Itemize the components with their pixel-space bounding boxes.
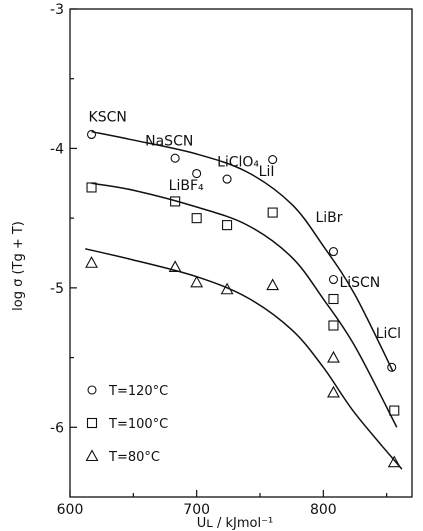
- circle-marker: [328, 247, 339, 257]
- y-axis-label: log σ (Tg + T): [11, 221, 26, 311]
- point-annotation: LiBF₄: [169, 178, 204, 194]
- square-marker: [86, 182, 97, 193]
- point-annotation: LiClO₄: [217, 154, 259, 170]
- triangle-marker: [85, 449, 99, 462]
- trend-curves: [85, 130, 403, 470]
- data-markers: [85, 129, 401, 468]
- triangle-marker: [190, 275, 204, 288]
- circle-marker: [86, 129, 97, 140]
- triangle-marker: [168, 260, 182, 272]
- point-annotation: LiBr: [315, 210, 342, 226]
- x-tick-label: 800: [310, 502, 337, 518]
- y-tick-label: -3: [50, 2, 64, 18]
- series-curve: [91, 182, 398, 428]
- triangle-marker: [327, 350, 340, 363]
- triangle-marker: [387, 455, 401, 468]
- axes: 600 700 800 -3 -4 -5 -6: [50, 2, 413, 518]
- y-tick-label: -4: [50, 141, 64, 157]
- circle-marker: [268, 155, 278, 165]
- legend-label: T=80°C: [108, 450, 160, 465]
- series-curve: [91, 130, 394, 372]
- circle-marker: [192, 168, 202, 179]
- series-curve: [85, 248, 403, 470]
- x-tick-label: 700: [183, 502, 210, 518]
- square-marker: [170, 196, 181, 207]
- triangle-marker: [327, 385, 340, 398]
- circle-marker: [328, 274, 339, 285]
- circle-marker: [87, 385, 97, 395]
- square-marker: [389, 405, 400, 416]
- square-marker: [191, 213, 202, 224]
- y-tick-label: -5: [50, 281, 64, 297]
- y-tick-label: -6: [50, 420, 64, 436]
- square-marker: [328, 293, 339, 305]
- square-marker: [222, 220, 233, 231]
- point-annotation: LiSCN: [339, 275, 380, 291]
- square-marker: [267, 207, 278, 218]
- x-axis-label: Uʟ / kJmol⁻¹: [197, 516, 273, 531]
- square-marker: [328, 320, 339, 331]
- circle-marker: [387, 362, 397, 372]
- point-annotation: KSCN: [89, 110, 127, 126]
- triangle-marker: [85, 256, 98, 268]
- triangle-marker: [220, 282, 234, 295]
- point-annotation: LiCl: [376, 326, 401, 342]
- point-annotation: NaSCN: [145, 133, 193, 149]
- x-tick-label: 600: [57, 502, 84, 518]
- legend: T=120°C T=100°C T=80°C: [85, 384, 168, 465]
- plot-frame: [69, 8, 413, 498]
- triangle-marker: [266, 278, 280, 291]
- point-annotation: LiI: [259, 164, 275, 180]
- circle-marker: [170, 153, 180, 163]
- salt-annotations: KSCN NaSCN LiClO₄ LiBF₄ LiI LiBr LiSCN LiCl: [89, 110, 402, 342]
- square-marker: [86, 417, 98, 429]
- circle-marker: [222, 174, 232, 184]
- legend-label: T=100°C: [108, 417, 168, 432]
- legend-label: T=120°C: [108, 384, 168, 399]
